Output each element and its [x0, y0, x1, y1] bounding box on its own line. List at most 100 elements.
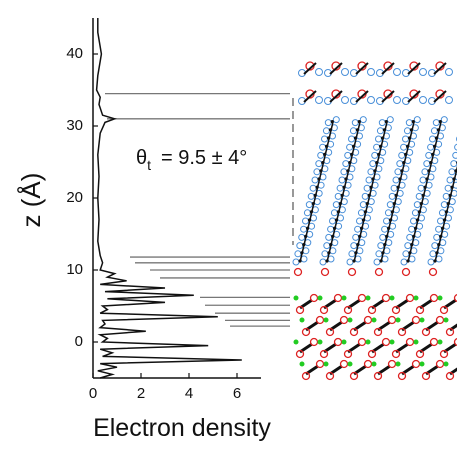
atom	[342, 97, 349, 104]
atom	[401, 259, 407, 265]
atom	[352, 120, 358, 126]
y-tick-label: 20	[66, 189, 83, 206]
atom	[331, 210, 337, 216]
atom	[337, 185, 343, 191]
atom	[387, 202, 393, 208]
atom	[432, 243, 438, 249]
atom	[446, 97, 453, 104]
atom	[438, 340, 443, 345]
atom	[420, 97, 427, 104]
atom	[401, 144, 407, 150]
y-axis-label: z (Å)	[16, 173, 46, 228]
atom	[322, 251, 328, 257]
bond	[381, 122, 414, 262]
atom	[335, 193, 341, 199]
x-axis-label: Electron density	[93, 414, 271, 442]
atom	[393, 177, 399, 183]
atom	[320, 144, 326, 150]
atom	[318, 152, 324, 158]
atom	[414, 340, 419, 345]
atom	[433, 120, 439, 126]
atom	[437, 317, 444, 324]
y-tick-label: 10	[66, 261, 83, 278]
atom	[444, 318, 449, 323]
atom	[342, 340, 347, 345]
atom	[382, 226, 388, 232]
atom	[414, 202, 420, 208]
atom	[339, 177, 345, 183]
atom	[295, 251, 301, 257]
atom	[428, 259, 434, 265]
atom	[333, 202, 339, 208]
atom	[377, 128, 383, 134]
atom	[383, 339, 390, 346]
density-profile	[97, 18, 242, 378]
atom	[343, 161, 349, 167]
atom	[403, 136, 409, 142]
atom	[390, 296, 395, 301]
bond	[435, 122, 457, 262]
atom	[347, 144, 353, 150]
atom	[295, 269, 302, 276]
atom	[414, 117, 420, 123]
atom	[303, 218, 309, 224]
atom	[404, 128, 410, 134]
atom	[335, 295, 342, 302]
atom	[294, 340, 299, 345]
atom	[366, 340, 371, 345]
atom	[365, 361, 372, 368]
molecular-structure	[293, 62, 457, 380]
atom	[294, 296, 299, 301]
atom	[349, 269, 356, 276]
atom	[438, 296, 443, 301]
atom	[299, 234, 305, 240]
atom	[314, 169, 320, 175]
atom	[420, 177, 426, 183]
atom	[389, 317, 396, 324]
atom	[422, 169, 428, 175]
atom	[342, 296, 347, 301]
atom	[370, 161, 376, 167]
atom	[324, 243, 330, 249]
atom	[328, 226, 334, 232]
atom	[293, 259, 299, 265]
atom	[348, 362, 353, 367]
bond	[408, 122, 441, 262]
atom	[349, 251, 355, 257]
atom	[413, 317, 420, 324]
atom	[353, 234, 359, 240]
atom	[420, 318, 425, 323]
atom	[387, 117, 393, 123]
atom	[335, 339, 342, 346]
atom	[407, 234, 413, 240]
atom	[366, 296, 371, 301]
atom	[330, 218, 336, 224]
atom	[449, 169, 455, 175]
atom	[451, 161, 457, 167]
atom	[368, 69, 375, 76]
atom	[325, 120, 331, 126]
atom	[310, 185, 316, 191]
atom	[311, 339, 318, 346]
atom	[396, 362, 401, 367]
atom	[413, 361, 420, 368]
atom	[317, 361, 324, 368]
atom	[320, 259, 326, 265]
y-tick-label: 30	[66, 117, 83, 134]
annotation-text: = 9.5 ± 4°	[161, 147, 247, 169]
atom	[411, 218, 417, 224]
atom	[297, 243, 303, 249]
atom	[391, 185, 397, 191]
x-tick-label: 2	[137, 385, 145, 402]
atom	[341, 361, 348, 368]
bond	[327, 122, 360, 262]
atom	[424, 161, 430, 167]
atom	[385, 210, 391, 216]
atom	[380, 234, 386, 240]
atom	[359, 339, 366, 346]
atom	[416, 193, 422, 199]
atom	[389, 193, 395, 199]
atom	[430, 136, 436, 142]
atom	[316, 161, 322, 167]
